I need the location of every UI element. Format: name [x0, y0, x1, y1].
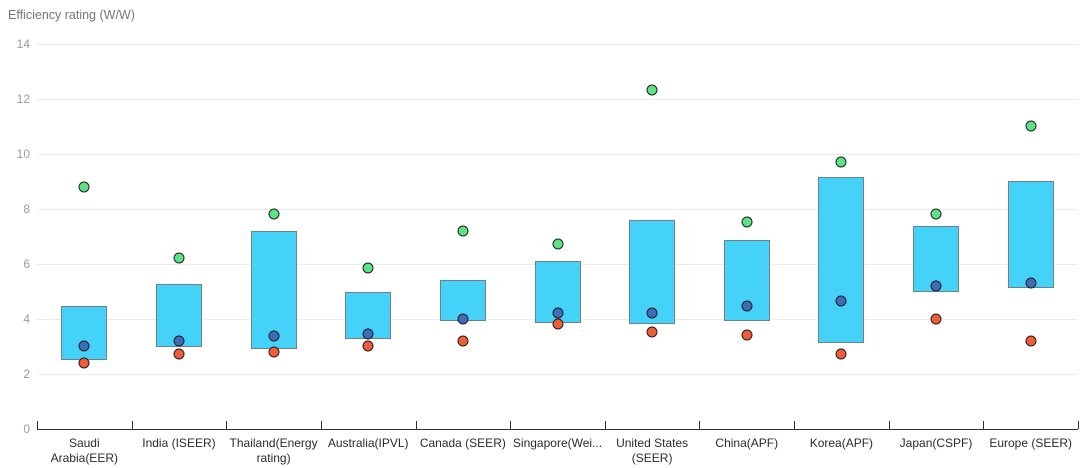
x-axis-tick	[983, 420, 985, 429]
orange-point-marker[interactable]	[268, 346, 280, 357]
green-point-marker[interactable]	[741, 216, 753, 228]
blue-point-marker[interactable]	[1025, 277, 1037, 289]
x-axis-tick	[888, 420, 890, 429]
range-bar[interactable]	[1007, 181, 1054, 289]
blue-point-marker[interactable]	[268, 330, 280, 342]
y-gridline	[37, 98, 1078, 100]
green-point-marker[interactable]	[457, 225, 469, 236]
green-point-marker[interactable]	[930, 208, 942, 220]
y-gridline	[37, 208, 1078, 210]
orange-point-marker[interactable]	[173, 348, 185, 360]
green-point-marker[interactable]	[835, 156, 847, 168]
y-axis-tick-label: 8	[23, 201, 30, 216]
blue-point-marker[interactable]	[78, 340, 90, 352]
x-axis-category-label: China(APF)	[715, 436, 779, 450]
y-gridline	[37, 153, 1078, 155]
x-axis-category-label: Japan(CSPF)	[899, 436, 973, 450]
orange-point-marker[interactable]	[457, 335, 469, 346]
orange-point-marker[interactable]	[1025, 335, 1037, 346]
x-axis-category-label: Saudi Arabia(EER)	[50, 436, 118, 465]
x-axis-line	[37, 428, 1078, 430]
orange-point-marker[interactable]	[78, 357, 90, 368]
green-point-marker[interactable]	[646, 84, 658, 96]
x-axis-category-label: Korea(APF)	[809, 436, 874, 450]
y-axis-tick-label: 6	[23, 256, 30, 271]
y-axis-tick-label: 2	[23, 366, 30, 381]
y-axis-tick-label: 0	[23, 421, 30, 436]
orange-point-marker[interactable]	[646, 326, 658, 338]
green-point-marker[interactable]	[552, 238, 563, 250]
blue-point-marker[interactable]	[646, 307, 658, 319]
orange-point-marker[interactable]	[741, 329, 753, 341]
x-axis-tick	[699, 420, 701, 429]
x-axis-category-label: Australia(IPVL)	[327, 436, 409, 450]
green-point-marker[interactable]	[268, 208, 280, 220]
blue-point-marker[interactable]	[173, 335, 185, 346]
y-gridline	[37, 373, 1078, 375]
chart-title: Efficiency rating (W/W)	[8, 8, 135, 22]
x-axis-tick	[794, 420, 796, 429]
x-axis-category-label: United States (SEER)	[616, 436, 689, 465]
blue-point-marker[interactable]	[835, 295, 847, 307]
range-bar[interactable]	[250, 230, 297, 349]
blue-point-marker[interactable]	[362, 328, 374, 340]
x-axis-tick	[510, 420, 512, 429]
green-point-marker[interactable]	[1025, 120, 1037, 132]
y-axis-tick-label: 10	[16, 146, 30, 161]
y-axis-tick-label: 12	[16, 91, 30, 106]
y-axis-tick-label: 14	[16, 36, 30, 51]
x-axis-tick	[415, 420, 417, 429]
green-point-marker[interactable]	[78, 181, 90, 192]
orange-point-marker[interactable]	[835, 348, 847, 360]
green-point-marker[interactable]	[173, 252, 185, 264]
x-axis-category-label: Thailand(Energy rating)	[229, 436, 318, 465]
blue-point-marker[interactable]	[457, 313, 469, 324]
x-axis-tick	[320, 420, 322, 429]
x-axis-tick	[131, 420, 133, 429]
blue-point-marker[interactable]	[930, 280, 942, 291]
x-axis-tick	[37, 420, 38, 429]
blue-point-marker[interactable]	[552, 307, 563, 319]
range-bar[interactable]	[155, 284, 202, 348]
x-axis-tick	[604, 420, 606, 429]
green-point-marker[interactable]	[362, 262, 374, 274]
orange-point-marker[interactable]	[930, 313, 942, 324]
range-bar[interactable]	[629, 219, 676, 324]
y-axis-tick-label: 4	[23, 311, 30, 326]
x-axis-tick	[1078, 420, 1079, 429]
y-gridline	[37, 43, 1078, 45]
blue-point-marker[interactable]	[741, 300, 753, 312]
x-axis-category-label: Europe (SEER)	[989, 436, 1073, 450]
orange-point-marker[interactable]	[552, 318, 563, 330]
range-bar[interactable]	[61, 306, 108, 360]
x-axis-category-label: Canada (SEER)	[419, 436, 506, 450]
x-axis-category-label: India (ISEER)	[142, 436, 216, 450]
x-axis-category-label: Singapore(Wei...	[512, 436, 603, 450]
range-bar[interactable]	[818, 176, 865, 344]
x-axis-tick	[226, 420, 228, 429]
orange-point-marker[interactable]	[362, 340, 374, 352]
